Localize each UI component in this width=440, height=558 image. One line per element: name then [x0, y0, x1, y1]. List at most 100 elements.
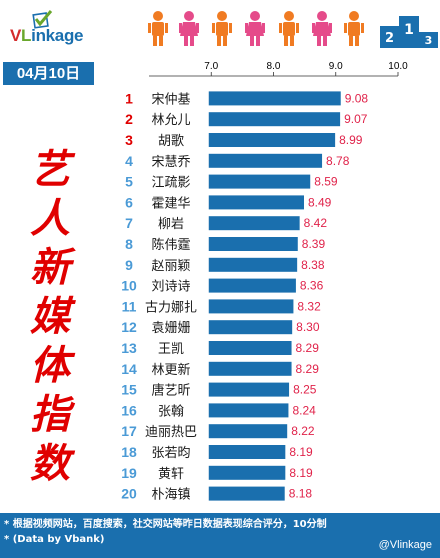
podium-icon: 2 1 3	[380, 16, 438, 48]
rank-label: 6	[125, 194, 133, 210]
x-tick-label: 8.0	[267, 61, 281, 72]
category-label: 江疏影	[151, 176, 190, 191]
figure-body	[152, 22, 164, 36]
category-label: 张若昀	[151, 445, 190, 461]
rank-label: 5	[125, 174, 133, 190]
rank-label: 17	[121, 423, 137, 439]
value-label: 8.29	[296, 341, 320, 355]
side-title: 艺人新媒体指数	[30, 147, 70, 487]
figure-arm	[262, 23, 265, 33]
male-figure-icon	[148, 11, 168, 46]
figure-arm	[329, 23, 332, 33]
figure-leg	[256, 36, 260, 46]
figure-leg	[184, 36, 188, 46]
podium-digit-third: 3	[425, 34, 433, 47]
category-label: 张翰	[158, 404, 184, 419]
value-label: 8.18	[289, 487, 313, 501]
figure-head	[349, 11, 359, 21]
figure-leg	[190, 36, 194, 46]
female-figure-icon	[179, 11, 199, 46]
bar	[208, 424, 288, 439]
rank-label: 15	[121, 382, 137, 398]
podium-step-third	[419, 32, 438, 48]
figure-head	[284, 11, 294, 21]
value-label: 8.32	[297, 299, 321, 313]
bar	[208, 216, 300, 231]
category-label: 宋仲基	[151, 92, 190, 107]
figure-body	[216, 22, 228, 36]
category-label: 林允儿	[151, 112, 190, 128]
figure-dress	[246, 22, 264, 36]
value-label: 8.99	[339, 133, 363, 147]
figure-arm	[245, 23, 248, 33]
figure-leg	[223, 36, 227, 46]
bar	[208, 299, 294, 314]
category-label: 柳岩	[158, 217, 184, 232]
figure-dress	[313, 22, 331, 36]
footer-note-method: * 根据视频网站，百度搜索，社交网站等昨日数据表现综合评分，10分制	[4, 519, 327, 530]
figure-arm	[196, 23, 199, 33]
figure-head	[217, 11, 227, 21]
figure-head	[250, 11, 260, 21]
category-label: 林更新	[151, 362, 190, 378]
bar	[208, 403, 289, 418]
rank-label: 20	[121, 486, 137, 502]
figure-leg	[290, 36, 294, 46]
bar	[208, 174, 311, 189]
figure-arm	[312, 23, 315, 33]
rank-label: 8	[125, 236, 133, 252]
female-figure-icon	[245, 11, 265, 46]
value-label: 8.59	[314, 175, 338, 189]
podium-step-second	[380, 26, 399, 48]
category-label: 迪丽热巴	[145, 425, 197, 440]
value-label: 9.07	[344, 112, 368, 126]
category-label: 唐艺昕	[151, 383, 190, 399]
logo-letters-rest: inkage	[31, 26, 84, 45]
male-figure-icon	[279, 11, 299, 46]
bar	[208, 153, 323, 168]
figure-leg	[355, 36, 359, 46]
footer-bar: * 根据视频网站，百度搜索，社交网站等昨日数据表现综合评分，10分制 * (Da…	[0, 513, 440, 558]
value-label: 8.36	[300, 279, 324, 293]
figure-dress	[180, 22, 198, 36]
bar	[208, 465, 286, 480]
rank-label: 19	[121, 465, 137, 481]
rank-label: 16	[121, 402, 137, 418]
rank-label: 4	[125, 153, 133, 169]
rank-label: 13	[121, 340, 137, 356]
figure-leg	[317, 36, 321, 46]
bar	[208, 382, 290, 397]
figure-head	[184, 11, 194, 21]
category-label: 刘诗诗	[151, 280, 190, 295]
bar	[208, 133, 336, 147]
rank-label: 12	[121, 319, 137, 335]
figure-arm	[279, 23, 282, 33]
rank-label: 14	[121, 361, 137, 377]
value-label: 8.19	[289, 466, 313, 480]
value-label: 8.19	[289, 445, 313, 459]
figure-leg	[159, 36, 163, 46]
rank-label: 3	[125, 132, 133, 148]
category-label: 赵丽颖	[151, 259, 190, 274]
category-label: 袁姗姗	[151, 320, 190, 336]
bar	[208, 112, 341, 127]
male-figure-icon	[344, 11, 364, 46]
bar	[208, 486, 285, 501]
figure-arm	[148, 23, 151, 33]
podium-step-first	[399, 16, 419, 48]
bar	[208, 361, 292, 376]
rank-label: 11	[122, 298, 137, 314]
x-tick-label: 9.0	[329, 61, 343, 72]
bar	[208, 278, 296, 293]
rank-label: 10	[121, 278, 137, 294]
x-tick-label: 10.0	[388, 61, 408, 72]
rank-label: 1	[125, 90, 133, 106]
people-icons	[148, 11, 364, 46]
figure-head	[153, 11, 163, 21]
rank-label: 9	[125, 257, 133, 273]
bar	[208, 237, 298, 251]
figure-leg	[217, 36, 221, 46]
footer-credit: @Vlinkage	[378, 539, 432, 551]
bar	[208, 445, 286, 459]
